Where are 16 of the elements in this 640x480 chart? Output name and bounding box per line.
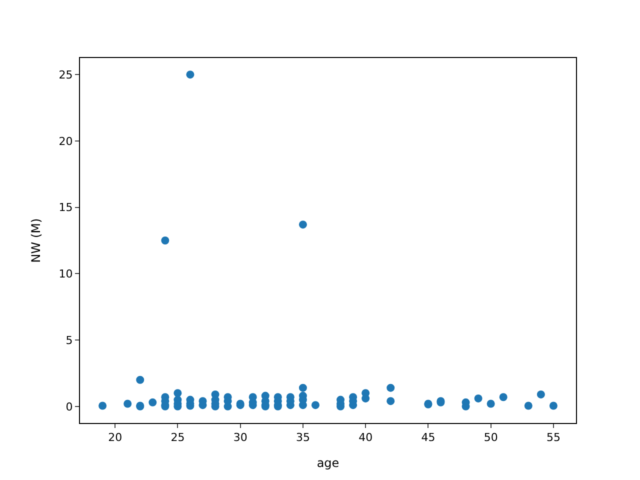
x-tick-label: 20 xyxy=(108,431,122,444)
x-tick-label: 45 xyxy=(421,431,436,444)
x-tick-label: 50 xyxy=(484,431,498,444)
y-tick-label: 20 xyxy=(58,134,73,148)
y-tick-label: 5 xyxy=(66,334,73,347)
x-axis-title: age xyxy=(316,456,340,470)
y-tick-label: 15 xyxy=(58,201,73,214)
y-tick-label: 10 xyxy=(58,268,73,281)
x-tick-label: 30 xyxy=(233,431,248,444)
x-tick-label: 55 xyxy=(546,431,560,444)
x-tick-label: 25 xyxy=(170,431,185,444)
x-tick-label: 35 xyxy=(296,431,310,444)
y-tick-label: 0 xyxy=(66,400,73,414)
y-axis-title: NW (M) xyxy=(29,218,44,263)
y-tick-label: 25 xyxy=(58,68,73,82)
x-tick-label: 40 xyxy=(358,431,373,444)
